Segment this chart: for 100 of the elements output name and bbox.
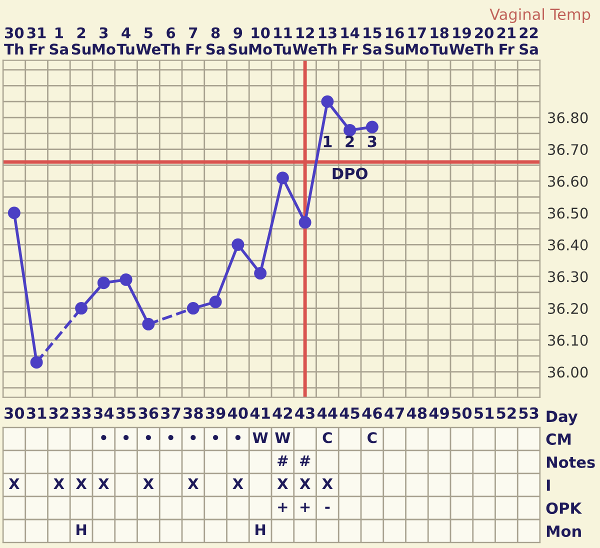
text: • — [235, 434, 240, 440]
text: C — [368, 432, 377, 444]
x-tick-label: 47 — [384, 408, 404, 419]
text: H — [76, 524, 86, 536]
y-tick-label: 36.60 — [548, 176, 588, 187]
y-tick-label: 36.30 — [548, 271, 588, 282]
y-tick-label: Mon — [546, 526, 581, 538]
annotation: 3 — [368, 136, 376, 148]
y-tick-label: CM — [546, 433, 571, 445]
x-tick-label: 17 Mo — [406, 28, 429, 55]
x-tick-label: 43 — [295, 407, 314, 419]
x-tick-label: 20 Th — [474, 27, 494, 54]
point — [321, 95, 334, 108]
text: X — [232, 478, 244, 490]
x-tick-label: 30 — [4, 407, 24, 419]
text: X — [143, 478, 154, 490]
x-tick-label: 38 — [184, 407, 203, 419]
text: X — [8, 478, 20, 490]
y-tick-label: OPK — [546, 502, 582, 514]
text: # — [278, 456, 288, 466]
text: • — [124, 434, 129, 440]
x-axis-title: Day — [546, 410, 578, 426]
x-tick-label: 19 We — [449, 27, 474, 55]
x-tick-label: 30 Th — [4, 27, 24, 54]
text: - — [325, 506, 330, 509]
point — [120, 273, 132, 286]
x-tick-label: 2 Su — [72, 27, 91, 55]
x-tick-label: 11 Tu — [273, 28, 292, 55]
point — [366, 120, 378, 134]
x-tick-label: 53 — [519, 407, 538, 419]
x-tick-label: 10 Mo — [249, 27, 272, 55]
text: • — [146, 434, 151, 440]
point — [209, 296, 222, 308]
text: + — [300, 502, 310, 512]
x-tick-label: 13 Th — [317, 27, 336, 54]
x-tick-label: 4 Tu — [116, 28, 134, 55]
text: X — [98, 478, 110, 490]
x-tick-label: 32 — [49, 407, 68, 419]
text: Vaginal Temp — [490, 8, 590, 24]
y-tick-label: 36.40 — [548, 239, 588, 250]
x-tick-label: 31 — [26, 407, 46, 419]
x-tick-label: 15 Sa — [363, 28, 382, 55]
text: X — [54, 478, 64, 490]
x-tick-label: 37 — [161, 407, 180, 419]
x-tick-label: 46 — [362, 407, 382, 419]
text: X — [322, 478, 333, 490]
x-tick-label: 40 — [228, 407, 248, 419]
x-tick-label: 33 — [72, 407, 91, 419]
point — [276, 172, 289, 184]
x-tick-label: 44 — [317, 408, 338, 419]
annotation: 1 — [324, 136, 332, 148]
y-tick-label: 36.00 — [548, 366, 588, 378]
x-tick-label: 12 We — [292, 27, 318, 55]
x-tick-label: 16 Su — [385, 27, 404, 55]
annotation: 2 — [346, 136, 354, 148]
y-tick-label: 36.10 — [548, 334, 588, 346]
text: • — [101, 434, 106, 440]
x-tick-label: 5 We — [136, 28, 160, 55]
point — [232, 238, 244, 251]
x-tick-label: 7 Fr — [186, 28, 202, 54]
x-tick-label: 42 — [272, 407, 292, 419]
x-tick-label: 6 Th — [160, 27, 180, 54]
x-tick-label: 22 Sa — [520, 27, 538, 55]
x-tick-label: 50 — [452, 407, 472, 419]
point — [298, 216, 312, 229]
y-tick-label: 36.80 — [548, 112, 588, 124]
y-tick-label: 36.50 — [548, 208, 588, 219]
y-tick-label: I — [546, 480, 550, 491]
text: # — [300, 456, 310, 466]
x-tick-label: 21 Fr — [497, 27, 516, 54]
x-tick-label: 52 — [496, 407, 516, 419]
y-tick-label: Notes — [546, 456, 595, 468]
x-tick-label: 39 — [206, 407, 226, 419]
text: • — [168, 434, 174, 440]
x-tick-label: 41 — [250, 408, 270, 419]
x-tick-label: 14 Fr — [341, 28, 360, 54]
x-tick-label: 49 — [429, 407, 449, 419]
annotation: DPO — [332, 168, 368, 180]
y-tick-label: 36.70 — [548, 144, 588, 156]
x-tick-label: 36 — [138, 407, 158, 419]
text: H — [256, 524, 266, 536]
point — [254, 267, 267, 280]
x-tick-label: 8 Sa — [206, 27, 225, 55]
text: W — [252, 432, 268, 443]
text: W — [275, 432, 290, 443]
text: C — [322, 432, 332, 444]
y-tick-label: 36.20 — [548, 302, 588, 314]
x-tick-label: 48 — [406, 407, 427, 419]
text: X — [188, 478, 199, 490]
x-tick-label: 9 Su — [228, 27, 248, 55]
text: • — [190, 434, 196, 440]
x-tick-label: 51 — [474, 408, 494, 419]
x-tick-label: 3 Mo — [92, 27, 116, 55]
text: + — [278, 502, 288, 512]
text: • — [213, 434, 218, 440]
x-tick-label: 18 Tu — [430, 27, 449, 55]
text: X — [76, 478, 87, 490]
point — [8, 206, 20, 220]
text: X — [300, 478, 310, 490]
x-tick-label: 45 — [340, 408, 360, 419]
